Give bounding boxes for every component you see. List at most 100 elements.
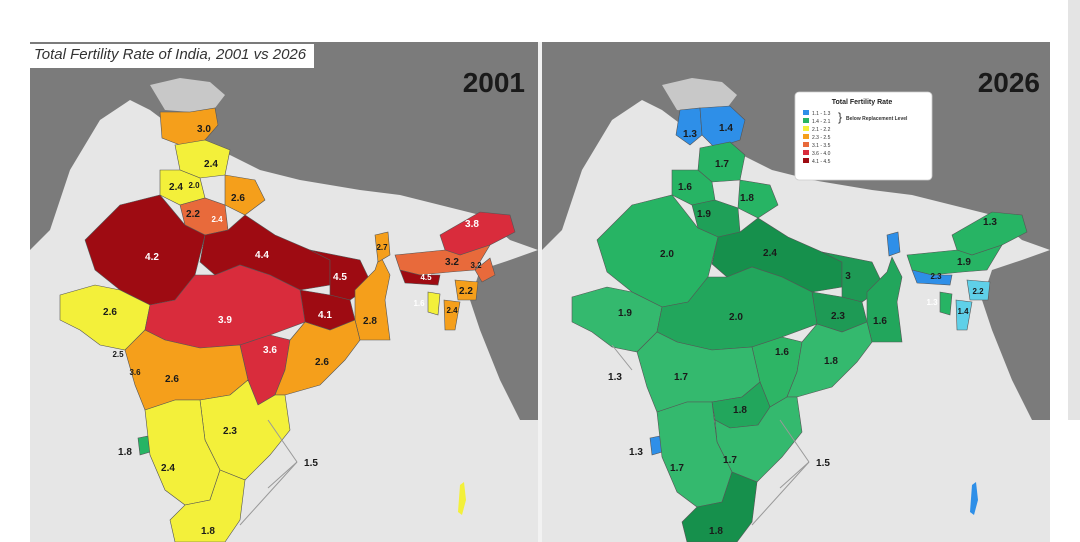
value-uttar-pradesh: 4.4 [255, 250, 269, 261]
state-meghalaya [911, 269, 953, 286]
map-panel-2026: 2026 1.3 1.4 1.7 1.6 1.8 1.9 2.0 2.4 3 2… [542, 42, 1050, 542]
figure-title: Total Fertility Rate of India, 2001 vs 2… [30, 44, 315, 68]
state-sikkim [374, 231, 391, 263]
value-madhya-pradesh: 3.9 [218, 315, 232, 326]
value-bihar: 4.5 [333, 272, 347, 283]
value-maharashtra: 1.7 [674, 372, 688, 383]
legend-range: 3.1 - 3.5 [812, 143, 831, 149]
value-punjab: 2.4 [169, 182, 183, 193]
state-ladakh [675, 107, 703, 146]
value-bihar: 3 [845, 271, 851, 282]
kashmir-gray-region [662, 78, 737, 112]
legend-brace: } [838, 110, 842, 124]
year-label-2001: 2001 [463, 67, 525, 98]
value-uttarakhand: 1.8 [740, 193, 754, 204]
legend-range: 1.4 - 2.1 [812, 119, 831, 125]
value-mizoram: 1.4 [957, 307, 969, 316]
state-nagaland [474, 257, 496, 283]
legend-title: Total Fertility Rate [832, 99, 893, 106]
value-dadra: 1.3 [608, 372, 622, 383]
andaman-islands [970, 482, 978, 515]
value-madhya-pradesh: 2.0 [729, 312, 743, 323]
value-chhattisgarh: 1.6 [775, 347, 789, 358]
value-andhra: 1.7 [723, 455, 737, 466]
legend-range: 1.1 - 1.3 [812, 111, 831, 117]
value-uttar-pradesh: 2.4 [763, 248, 777, 259]
value-meghalaya: 2.3 [930, 272, 942, 281]
legend: Total Fertility Rate 1.1 - 1.3 1.4 - 2.1… [794, 91, 933, 181]
value-gujarat: 1.9 [618, 308, 632, 319]
value-chhattisgarh: 3.6 [263, 345, 277, 356]
value-rajasthan: 4.2 [145, 252, 159, 263]
state-uttarakhand [224, 174, 266, 216]
state-odisha [274, 319, 361, 396]
connector-lines [611, 344, 810, 526]
legend-swatch [803, 118, 809, 123]
map-panel-2001: 2001 3.0 2.4 2.4 2.0 2.6 2.2 2.4 4.2 4.4… [30, 42, 538, 542]
legend-swatch [803, 126, 809, 131]
value-telangana: 1.8 [733, 405, 747, 416]
legend-swatch [803, 134, 809, 139]
value-himachal: 2.4 [204, 159, 218, 170]
value-tripura: 1.3 [926, 298, 938, 307]
value-goa: 1.3 [629, 447, 643, 458]
value-jammu-kashmir: 1.4 [719, 123, 733, 134]
value-puducherry: 1.5 [816, 458, 830, 469]
value-arunachal: 1.3 [983, 217, 997, 228]
value-andhra: 2.3 [223, 426, 237, 437]
value-daman-diu: 2.5 [112, 350, 124, 359]
legend-range: 2.1 - 2.2 [812, 127, 831, 133]
value-assam: 1.9 [957, 257, 971, 268]
legend-swatch [803, 110, 809, 115]
state-sikkim [886, 231, 901, 257]
legend-range: 2.3 - 2.5 [812, 135, 831, 141]
value-tamil-nadu: 1.8 [201, 526, 215, 537]
legend-swatch [803, 158, 809, 163]
value-nagaland: 3.2 [470, 261, 482, 270]
state-odisha [786, 321, 873, 398]
value-assam: 3.2 [445, 257, 459, 268]
value-tripura: 1.6 [413, 299, 425, 308]
value-delhi: 2.4 [211, 215, 223, 224]
value-jammu-kashmir: 3.0 [197, 124, 211, 135]
connector-lines [239, 419, 298, 526]
value-punjab: 1.6 [678, 182, 692, 193]
state-mizoram [955, 299, 973, 331]
value-haryana: 1.9 [697, 209, 711, 220]
value-himachal: 1.7 [715, 159, 729, 170]
value-uttarakhand: 2.6 [231, 193, 245, 204]
value-karnataka: 1.7 [670, 463, 684, 474]
state-manipur [966, 279, 991, 301]
value-rajasthan: 2.0 [660, 249, 674, 260]
state-jammu-kashmir [159, 107, 219, 146]
value-tamil-nadu: 1.8 [709, 526, 723, 537]
value-west-bengal: 2.8 [363, 316, 377, 327]
value-jharkhand: 4.1 [318, 310, 332, 321]
value-manipur: 2.2 [459, 286, 473, 297]
neighbour-land-east [982, 250, 1050, 420]
value-west-bengal: 1.6 [873, 316, 887, 327]
state-tamil-nadu [169, 469, 246, 542]
value-haryana: 2.2 [186, 209, 200, 220]
value-odisha: 2.6 [315, 357, 329, 368]
andaman-islands [458, 482, 466, 515]
kashmir-gray-region [150, 78, 225, 112]
state-tripura [427, 291, 441, 316]
state-jammu-kashmir [699, 105, 746, 149]
value-meghalaya: 4.5 [420, 273, 432, 282]
value-dadra: 3.6 [129, 368, 141, 377]
value-goa: 1.8 [118, 447, 132, 458]
legend-range: 4.1 - 4.5 [812, 159, 831, 165]
neighbour-land-east [470, 250, 538, 420]
value-jharkhand: 2.3 [831, 311, 845, 322]
state-mizoram [443, 299, 461, 331]
state-meghalaya [399, 269, 441, 286]
value-ladakh: 1.3 [683, 129, 697, 140]
year-label-2026: 2026 [978, 67, 1040, 98]
value-arunachal: 3.8 [465, 219, 479, 230]
legend-swatch [803, 142, 809, 147]
value-puducherry: 1.5 [304, 458, 318, 469]
value-odisha: 1.8 [824, 356, 838, 367]
